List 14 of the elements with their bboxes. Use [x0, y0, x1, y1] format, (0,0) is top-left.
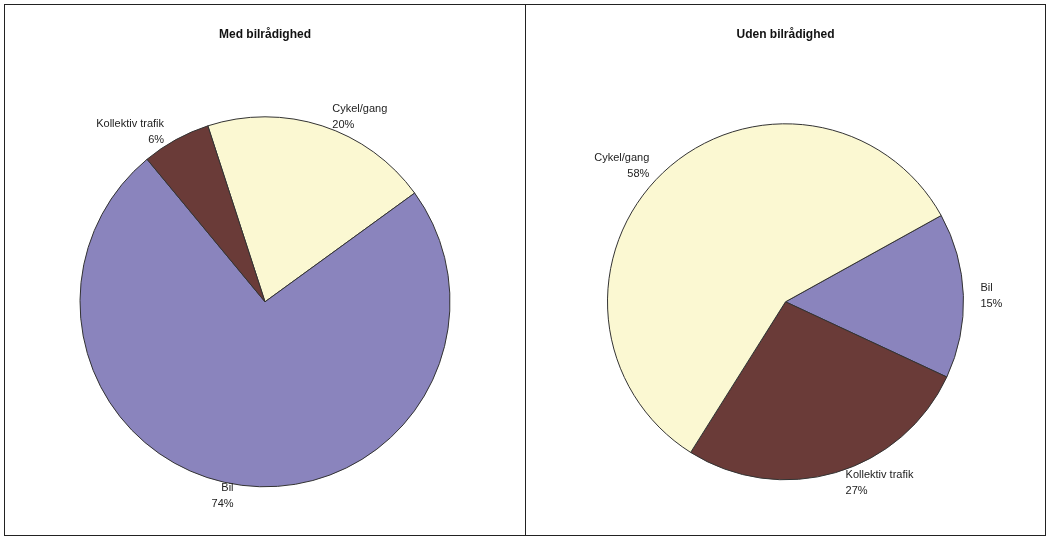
slice-label: Bil [980, 281, 993, 294]
data-label: 74% [211, 497, 234, 510]
slice-label: Cykel/gang [594, 151, 650, 164]
slice-label: Kollektiv trafik [96, 116, 165, 129]
data-label: 27% [845, 484, 868, 497]
slice-label: Kollektiv trafik [845, 468, 914, 481]
chart-title: Med bilrådighed [218, 27, 312, 41]
slice-label: Bil [221, 481, 234, 494]
data-label: 15% [980, 297, 1003, 310]
data-label: 58% [627, 167, 650, 180]
chart-title: Uden bilrådighed [736, 27, 835, 41]
slice-label: Cykel/gang [332, 102, 388, 115]
data-label: 20% [332, 118, 355, 131]
data-label: 6% [148, 132, 165, 145]
